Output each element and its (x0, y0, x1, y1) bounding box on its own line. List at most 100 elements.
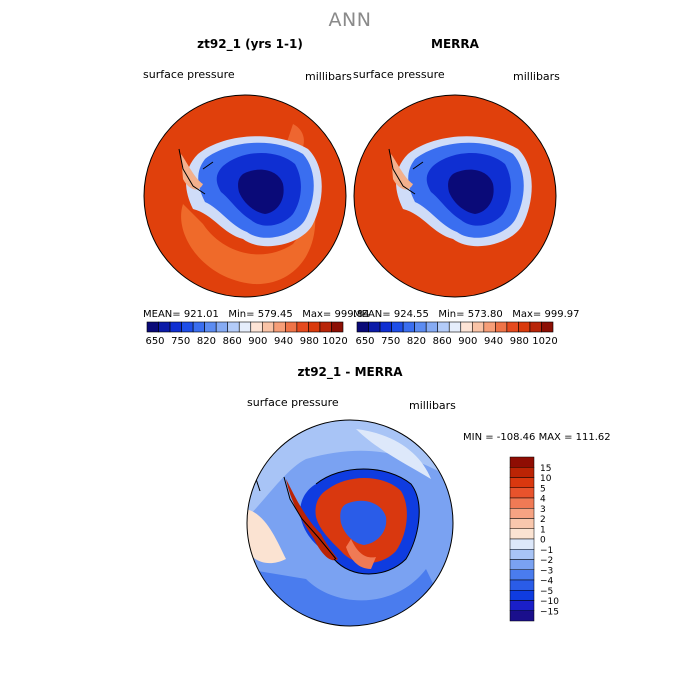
diff-colorbar-swatch (509, 569, 535, 581)
panel1-colorbar-swatch (296, 321, 309, 333)
panel2-title: MERRA (431, 37, 479, 51)
panel2-colorbar-swatch (356, 321, 369, 333)
panel1-colorbar-tick-label: 940 (274, 336, 293, 347)
diff-colorbar-tick-label: −15 (540, 607, 559, 617)
panel1-colorbar-tick-label: 820 (197, 336, 216, 347)
panel1-colorbar-swatch (192, 321, 205, 333)
panel1-stats: MEAN= 921.01 Min= 579.45 Max= 999.84 (143, 309, 370, 320)
panel2-colorbar-tick-label: 1020 (532, 336, 557, 347)
panel1-colorbar-swatch (250, 321, 263, 333)
panel2-colorbar-swatch (529, 321, 542, 333)
panel1-units-label: millibars (305, 70, 352, 83)
diff-colorbar-swatch (509, 497, 535, 509)
panel1-colorbar-swatch (308, 321, 321, 333)
panel1-mean-value: 921.01 (183, 309, 219, 320)
panel1-colorbar-swatch (215, 321, 229, 333)
diff-colorbar-swatch (509, 579, 535, 591)
panel1-variable-label: surface pressure (143, 68, 235, 81)
panel2-colorbar-swatch (541, 321, 554, 333)
panel2-min-label: Min= (438, 309, 465, 320)
panel2-max-value: 999.97 (544, 309, 580, 320)
panel2-variable-label: surface pressure (353, 68, 445, 81)
panel1-colorbar-tick-label: 860 (223, 336, 242, 347)
diff-colorbar-swatch (509, 600, 535, 611)
panel1-colorbar-swatch (238, 321, 252, 333)
panel1-title: zt92_1 (yrs 1-1) (197, 37, 303, 51)
diff-colorbar-tick-label: −1 (540, 546, 553, 556)
diff-colorbar-swatch (509, 467, 535, 478)
panel2-colorbar-swatch (471, 321, 485, 333)
diff-colorbar-swatch (509, 456, 535, 468)
panel2-colorbar-tick-label: 650 (355, 336, 374, 347)
panel2-colorbar-swatch (368, 321, 381, 333)
panel1-colorbar-swatch (204, 321, 217, 333)
panel2-colorbar-swatch (414, 321, 427, 333)
diff-colorbar-swatch (509, 477, 535, 488)
diff-colorbar-tick-label: −3 (540, 566, 553, 576)
panel1-colorbar-swatch (227, 321, 240, 333)
panel2-mean-value: 924.55 (393, 309, 429, 320)
figure-title: ANN (328, 9, 372, 31)
diff-colorbar-tick-label: −2 (540, 556, 553, 566)
diff-colorbar-swatch (509, 487, 535, 499)
panel1-colorbar-swatch (169, 321, 182, 333)
diff-colorbar-tick-label: 1 (540, 525, 546, 535)
diff-colorbar-swatch (509, 528, 535, 540)
panel1-colorbar-tick-label: 750 (171, 336, 190, 347)
diff-panel-title: zt92_1 - MERRA (297, 365, 403, 379)
panel2-colorbar-swatch (495, 321, 508, 333)
panel1-colorbar-tick-label: 980 (300, 336, 319, 347)
diff-variable-label: surface pressure (247, 396, 339, 409)
panel1-colorbar-swatch (331, 321, 344, 333)
diff-colorbar-swatch (509, 590, 535, 601)
panel2-colorbar-tick-label: 750 (381, 336, 400, 347)
panel1-colorbar-tick-label: 1020 (322, 336, 347, 347)
diff-colorbar-tick-label: 3 (540, 505, 546, 515)
diff-colorbar-tick-label: −5 (540, 587, 553, 597)
panel1-mean-label: MEAN= (143, 309, 181, 320)
panel2-min-value: 573.80 (467, 309, 503, 320)
panel2-stats: MEAN= 924.55 Min= 573.80 Max= 999.97 (353, 309, 580, 320)
panel2-colorbar-tick-label: 820 (407, 336, 426, 347)
panel2-colorbar-swatch (448, 321, 462, 333)
panel1-min-label: Min= (228, 309, 255, 320)
panel2-colorbar-swatch (460, 321, 473, 333)
panel2-colorbar-swatch (391, 321, 404, 333)
panel2-mean-label: MEAN= (353, 309, 391, 320)
diff-colorbar-tick-label: 10 (540, 474, 552, 484)
diff-colorbar-swatch (509, 549, 535, 560)
diff-colorbar-tick-label: 5 (540, 484, 546, 494)
panel2-colorbar-swatch (379, 321, 392, 333)
diff-colorbar-swatch (509, 559, 535, 570)
diff-units-label: millibars (409, 399, 456, 412)
diff-colorbar-tick-label: 0 (540, 536, 546, 546)
panel1-colorbar-swatch (181, 321, 194, 333)
panel1-colorbar-swatch (285, 321, 298, 333)
panel1-colorbar-swatch (319, 321, 332, 333)
panel2-colorbar-tick-label: 900 (458, 336, 477, 347)
panel2-colorbar-tick-label: 940 (484, 336, 503, 347)
panel1-colorbar-swatch (146, 321, 159, 333)
diff-colorbar-tick-label: 4 (540, 495, 546, 505)
panel1-colorbar: 650 750 820 860 900 940 980 1020 (145, 321, 348, 347)
diff-colorbar-tick-label: −10 (540, 597, 559, 607)
diff-colorbar-tick-label: 2 (540, 515, 546, 525)
diff-polar-map (246, 419, 454, 627)
panel1-colorbar-tick-label: 650 (145, 336, 164, 347)
panel2-colorbar-swatch (518, 321, 531, 333)
panel2-colorbar: 650 750 820 860 900 940 980 1020 (355, 321, 558, 347)
panel2-colorbar-swatch (402, 321, 415, 333)
panel2-colorbar-tick-label: 860 (433, 336, 452, 347)
diff-colorbar-swatch (509, 518, 535, 529)
panel1-max-label: Max= (302, 309, 332, 320)
panel1-colorbar-swatch (158, 321, 171, 333)
diff-colorbar-tick-label: 15 (540, 464, 551, 474)
diff-colorbar-swatch (509, 610, 535, 622)
diff-colorbar-swatch (509, 508, 535, 519)
panel2-colorbar-swatch (425, 321, 439, 333)
panel1-colorbar-tick-label: 900 (248, 336, 267, 347)
panel2-colorbar-tick-label: 980 (510, 336, 529, 347)
panel2-colorbar-swatch (483, 321, 496, 333)
panel1-colorbar-swatch (273, 321, 286, 333)
